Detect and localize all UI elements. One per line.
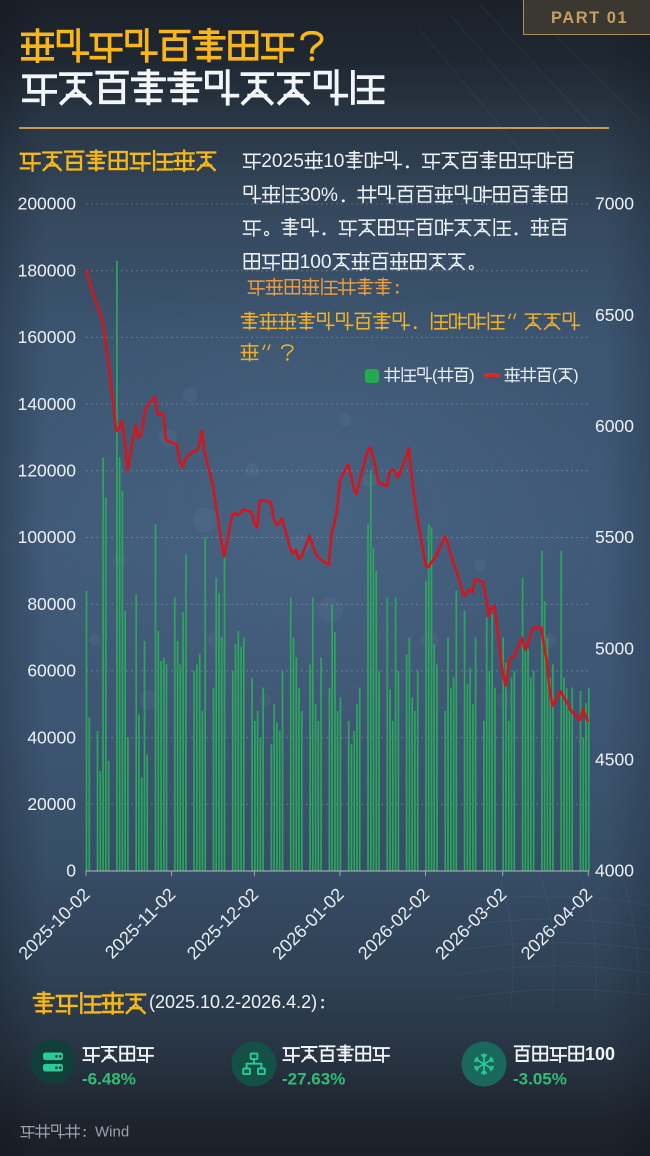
- svg-text:Wind: Wind: [95, 1124, 129, 1141]
- svg-text:2026-02-02: 2026-02-02: [354, 884, 433, 963]
- svg-text:PART 01: PART 01: [551, 9, 628, 27]
- svg-text:20000: 20000: [27, 794, 76, 814]
- svg-text:0: 0: [66, 861, 76, 881]
- svg-text:40000: 40000: [27, 727, 76, 747]
- svg-text:140000: 140000: [18, 394, 77, 414]
- svg-text:60000: 60000: [27, 661, 76, 681]
- svg-text:80000: 80000: [27, 594, 76, 614]
- svg-text:30%: 30%: [300, 185, 338, 206]
- svg-text:7000: 7000: [595, 194, 634, 214]
- svg-text:2025-12-02: 2025-12-02: [183, 884, 262, 963]
- svg-text:10: 10: [323, 151, 344, 172]
- svg-text:100: 100: [585, 1044, 615, 1064]
- svg-text:180000: 180000: [18, 260, 77, 280]
- svg-text:100: 100: [300, 252, 332, 273]
- svg-text:160000: 160000: [18, 327, 77, 347]
- svg-text:): ): [469, 367, 474, 384]
- svg-text:4000: 4000: [595, 861, 634, 881]
- svg-text:-6.48%: -6.48%: [82, 1069, 136, 1088]
- svg-text:-27.63%: -27.63%: [282, 1069, 345, 1088]
- svg-text:120000: 120000: [18, 461, 77, 481]
- svg-text:-3.05%: -3.05%: [513, 1069, 567, 1088]
- svg-text:2026-03-02: 2026-03-02: [431, 884, 510, 963]
- svg-text:2026-04-02: 2026-04-02: [517, 884, 596, 963]
- svg-text:4500: 4500: [595, 750, 634, 770]
- svg-text:6500: 6500: [595, 305, 634, 325]
- svg-text:6000: 6000: [595, 416, 634, 436]
- svg-text:200000: 200000: [18, 194, 77, 214]
- svg-text:2026-01-02: 2026-01-02: [268, 884, 347, 963]
- svg-text:5500: 5500: [595, 527, 634, 547]
- svg-text:(: (: [552, 367, 558, 384]
- svg-text:): ): [573, 367, 578, 384]
- svg-text:100000: 100000: [18, 527, 77, 547]
- svg-text:(2025.10.2-2026.4.2): (2025.10.2-2026.4.2): [149, 992, 317, 1012]
- svg-text:(: (: [432, 367, 438, 384]
- svg-text:2025-11-02: 2025-11-02: [101, 884, 179, 962]
- svg-text:2025-10-02: 2025-10-02: [15, 884, 94, 963]
- svg-text:2025: 2025: [261, 151, 304, 172]
- svg-text:5000: 5000: [595, 638, 634, 658]
